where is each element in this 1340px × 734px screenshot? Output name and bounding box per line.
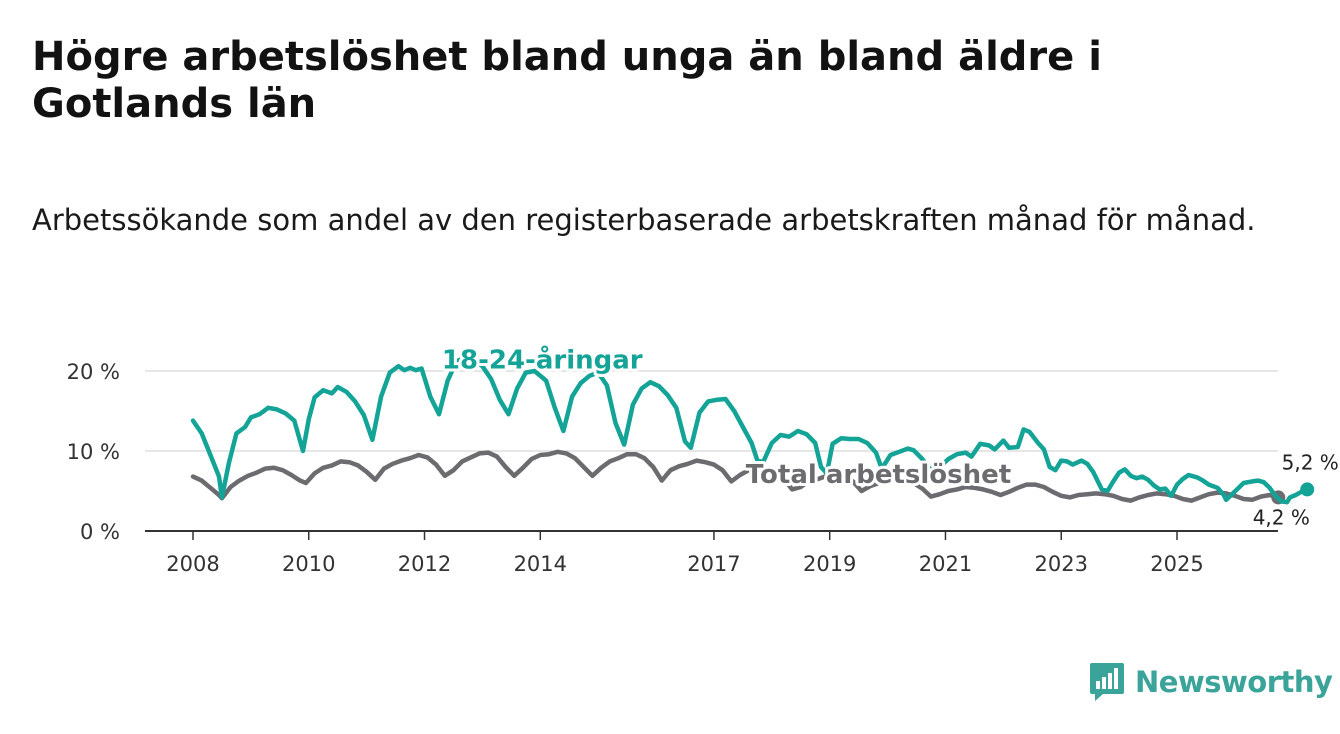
total-series-line bbox=[190, 449, 1281, 503]
x-tick-label: 2021 bbox=[919, 552, 972, 576]
x-tick-label: 2023 bbox=[1035, 552, 1088, 576]
series-labels: 18-24-åringar 5,2 % Total arbetslöshet 4,2 … bbox=[439, 341, 1340, 532]
y-tick-label: 0 % bbox=[80, 520, 120, 544]
newsworthy-logo: Newsworthy bbox=[1089, 660, 1333, 704]
chart-title: Högre arbetslöshet bland unga än bland ä… bbox=[32, 34, 1102, 127]
youth-series-label: 18-24-åringar bbox=[442, 344, 643, 376]
x-axis-ticks: 2008 2010 2012 2014 2017 2019 2021 2023 2025 bbox=[166, 531, 1204, 576]
total-end-label: 4,2 % bbox=[1253, 505, 1310, 529]
x-tick-label: 2025 bbox=[1150, 552, 1203, 576]
chart-subtitle: Arbetssökande som andel av den registerb… bbox=[32, 203, 1256, 237]
youth-end-dot bbox=[1300, 482, 1315, 497]
x-tick-label: 2017 bbox=[687, 552, 740, 576]
x-tick-label: 2010 bbox=[282, 552, 335, 576]
y-tick-label: 10 % bbox=[67, 440, 120, 464]
y-tick-label: 20 % bbox=[67, 360, 120, 384]
x-tick-label: 2014 bbox=[514, 552, 567, 576]
youth-end-label: 5,2 % bbox=[1282, 450, 1339, 474]
youth-series-line bbox=[190, 355, 1310, 505]
x-tick-label: 2019 bbox=[803, 552, 856, 576]
series-lines bbox=[190, 355, 1315, 505]
x-tick-label: 2012 bbox=[398, 552, 451, 576]
newsworthy-logo-icon bbox=[1090, 663, 1124, 701]
gridlines bbox=[145, 370, 1278, 532]
brand-name: Newsworthy bbox=[1135, 665, 1333, 699]
total-series-label: Total arbetslöshet bbox=[746, 460, 1011, 490]
x-tick-label: 2008 bbox=[166, 552, 219, 576]
y-axis-ticks: 0 % 10 % 20 % bbox=[67, 360, 120, 544]
